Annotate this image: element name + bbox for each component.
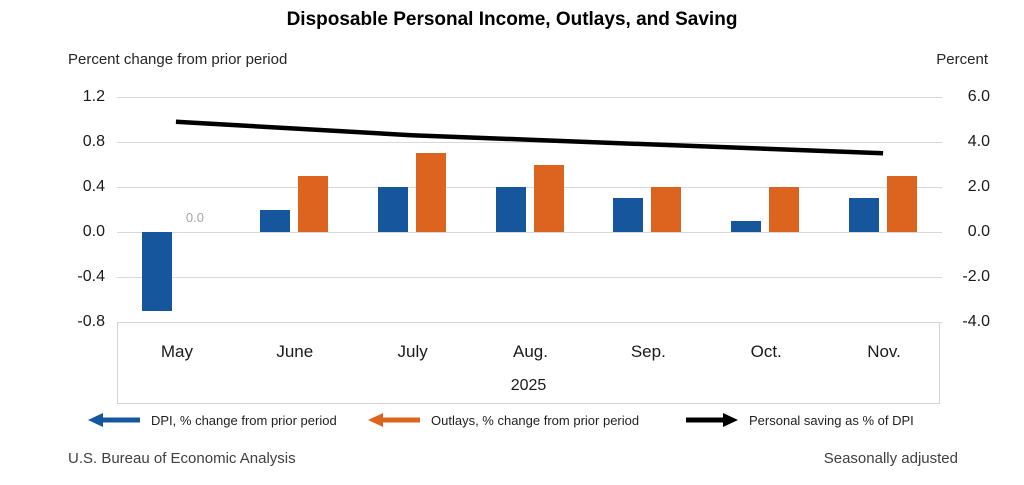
gridline [117,231,942,233]
personal-saving-line [175,119,884,156]
legend-label-outlays: Outlays, % change from prior period [431,412,640,428]
gridline [117,276,942,278]
outlays-bar-Sep. [651,187,682,232]
x-axis-label-Sep: Sep. [630,342,666,361]
right-tick-label: -4.0 [962,313,990,330]
left-tick-label: 1.2 [82,88,105,105]
outlays-bar-Nov. [887,175,918,232]
left-tick-label: 0.4 [82,178,105,195]
x-axis-label-May: May [160,342,193,361]
plot-area: 0.0 [117,96,942,323]
dpi-bar-June [259,209,290,232]
x-axis-label-June: June [276,342,314,361]
outlays-bar-July [415,153,446,232]
legend-item-outlays: Outlays, % change from prior period [368,409,639,431]
dpi-bar-Aug. [495,187,526,232]
legend-item-saving: Personal saving as % of DPI [686,409,914,431]
x-axis-label-Nov: Nov. [867,342,901,361]
left-axis-caption: Percent change from prior period [68,51,288,68]
saving-right-arrow-icon [686,413,738,427]
x-axis-category-box: 2025 May June July Aug. Sep. Oct. Nov. [117,322,940,404]
left-axis-ticks: 1.2 0.8 0.4 0.0 -0.4 -0.8 [35,88,105,330]
legend-arrow-glyph [368,413,420,427]
seasonal-adjustment-note: Seasonally adjusted [823,450,958,467]
outlays-bar-Aug. [533,164,564,232]
left-tick-label: 0.0 [82,223,105,240]
x-axis-label-July: July [397,342,428,361]
outlays-bar-Oct. [769,187,800,232]
left-tick-label: -0.8 [77,313,105,330]
left-tick-label: -0.4 [77,268,105,285]
legend-arrow-glyph [88,413,140,427]
right-tick-label: 4.0 [967,133,990,150]
outlays-left-arrow-icon [368,413,420,427]
legend-arrow-glyph [686,413,738,427]
x-axis-label-Aug: Aug. [513,342,548,361]
right-axis-ticks: 6.0 4.0 2.0 0.0 -2.0 -4.0 [950,88,990,330]
dpi-left-arrow-icon [88,413,140,427]
left-tick-label: 0.8 [82,133,105,150]
right-tick-label: 6.0 [967,88,990,105]
gridline [117,96,942,98]
saving-line-layer [175,119,884,156]
dpi-bar-Oct. [731,220,762,232]
chart-title: Disposable Personal Income, Outlays, and… [286,9,738,30]
gridline [117,186,942,188]
right-axis-caption: Percent [936,51,988,68]
x-axis-label-Oct: Oct. [750,342,782,361]
legend-label-saving: Personal saving as % of DPI [749,412,914,428]
right-tick-label: 2.0 [967,178,990,195]
source-attribution: U.S. Bureau of Economic Analysis [68,450,296,467]
dpi-bar-May [141,232,172,311]
legend-label-dpi: DPI, % change from prior period [151,412,337,428]
dpi-bar-Sep. [613,198,644,232]
x-axis-year-label: 2025 [510,377,547,394]
dpi-bar-July [377,187,408,232]
dpi-bar-Nov. [849,198,880,232]
legend-item-dpi: DPI, % change from prior period [88,409,337,431]
right-tick-label: -2.0 [962,268,990,285]
zero-value-label: 0.0 [185,210,204,225]
right-tick-label: 0.0 [967,223,990,240]
outlays-bar-June [297,175,328,232]
